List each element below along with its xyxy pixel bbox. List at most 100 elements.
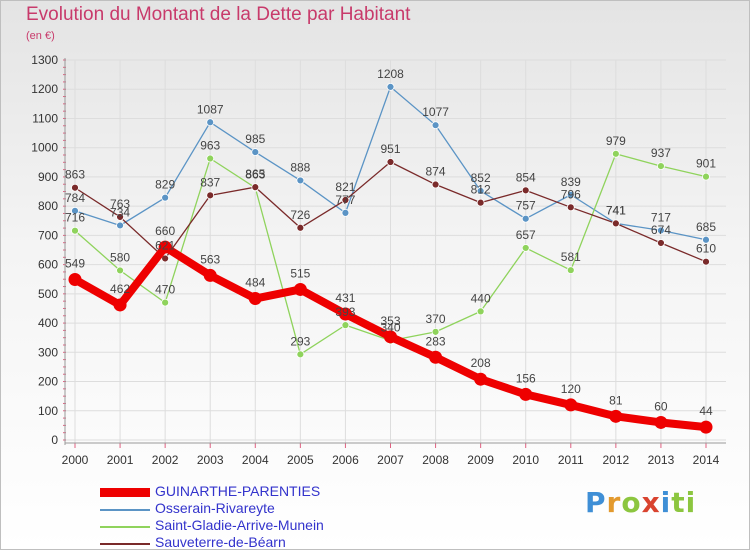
data-label: 610 bbox=[696, 242, 716, 256]
data-label: 44 bbox=[699, 404, 713, 418]
data-label: 985 bbox=[245, 132, 265, 146]
logo-letter: r bbox=[606, 486, 622, 519]
data-label: 580 bbox=[110, 250, 130, 264]
data-point bbox=[158, 240, 172, 254]
data-label: 784 bbox=[65, 191, 85, 205]
data-label: 81 bbox=[609, 393, 623, 407]
data-label: 581 bbox=[561, 250, 581, 264]
data-label: 283 bbox=[426, 334, 446, 348]
logo-letter: o bbox=[621, 486, 642, 519]
data-label: 763 bbox=[110, 197, 130, 211]
data-point bbox=[338, 307, 352, 321]
data-point bbox=[161, 298, 170, 307]
logo-letter: P bbox=[585, 486, 607, 519]
x-tick-label: 2008 bbox=[422, 453, 449, 467]
data-point bbox=[519, 387, 533, 401]
x-tick-label: 2002 bbox=[152, 453, 179, 467]
data-point bbox=[521, 244, 530, 252]
chart-unit: (en €) bbox=[26, 30, 55, 42]
data-point bbox=[521, 214, 530, 223]
data-point bbox=[161, 193, 170, 202]
data-point bbox=[657, 162, 665, 171]
y-tick-label: 400 bbox=[38, 316, 58, 330]
data-label: 685 bbox=[696, 220, 716, 234]
data-point bbox=[702, 172, 710, 181]
legend-label: Sauveterre-de-Béarn bbox=[155, 534, 286, 550]
series-lines bbox=[68, 82, 713, 434]
data-label: 874 bbox=[426, 165, 446, 179]
y-tick-label: 1000 bbox=[31, 141, 58, 155]
y-tick-label: 1200 bbox=[31, 82, 58, 96]
data-label: 657 bbox=[516, 228, 536, 242]
data-label: 839 bbox=[561, 175, 581, 189]
data-point bbox=[71, 226, 79, 235]
data-point bbox=[699, 420, 713, 434]
data-point bbox=[116, 221, 124, 230]
data-label: 963 bbox=[200, 139, 220, 153]
x-tick-label: 2013 bbox=[648, 453, 675, 467]
x-tick-label: 2011 bbox=[558, 453, 584, 467]
legend-swatch bbox=[100, 509, 150, 511]
data-label: 156 bbox=[516, 371, 536, 385]
data-point bbox=[431, 121, 440, 130]
data-label: 829 bbox=[155, 178, 175, 192]
legend-label: Saint-Gladie-Arrive-Munein bbox=[155, 517, 324, 533]
data-label: 208 bbox=[471, 356, 491, 370]
chart-title: Evolution du Montant de la Dette par Hab… bbox=[26, 4, 411, 25]
data-point bbox=[293, 282, 307, 296]
data-point bbox=[251, 183, 260, 192]
data-label: 370 bbox=[426, 312, 446, 326]
data-point bbox=[657, 239, 665, 247]
data-point bbox=[251, 148, 260, 156]
data-label: 888 bbox=[290, 160, 310, 174]
data-point bbox=[386, 82, 395, 91]
data-point bbox=[702, 257, 710, 266]
logo-letter: x bbox=[641, 486, 661, 519]
data-label: 741 bbox=[606, 203, 626, 217]
data-point bbox=[161, 254, 170, 263]
data-point bbox=[248, 292, 262, 306]
data-point bbox=[341, 208, 350, 217]
data-label: 777 bbox=[335, 193, 355, 207]
data-label: 757 bbox=[516, 199, 536, 213]
data-label: 901 bbox=[696, 157, 716, 171]
x-tick-label: 2001 bbox=[107, 453, 134, 467]
data-point bbox=[296, 350, 305, 359]
data-label: 821 bbox=[335, 180, 355, 194]
x-tick-label: 2003 bbox=[197, 453, 224, 467]
data-label: 549 bbox=[65, 257, 85, 271]
data-label: 393 bbox=[335, 305, 355, 319]
data-label: 734 bbox=[110, 205, 130, 219]
legend-label: Osserain-Rivareyte bbox=[155, 500, 275, 516]
data-label: 865 bbox=[245, 167, 265, 181]
data-label: 1087 bbox=[197, 102, 224, 116]
data-point bbox=[476, 307, 485, 316]
data-label: 741 bbox=[606, 203, 626, 217]
data-point bbox=[206, 118, 215, 127]
data-point bbox=[566, 266, 575, 275]
data-point bbox=[654, 415, 668, 429]
data-label: 353 bbox=[380, 314, 400, 328]
y-tick-label: 800 bbox=[38, 199, 58, 213]
data-label: 951 bbox=[380, 142, 400, 156]
data-label: 563 bbox=[200, 252, 220, 266]
x-tick-label: 2012 bbox=[603, 453, 630, 467]
data-point bbox=[296, 176, 305, 185]
data-point bbox=[71, 206, 79, 215]
data-label: 863 bbox=[245, 168, 265, 182]
data-point bbox=[206, 191, 215, 200]
y-tick-label: 600 bbox=[38, 258, 58, 272]
data-label: 812 bbox=[471, 183, 491, 197]
data-point bbox=[203, 268, 217, 282]
data-point bbox=[71, 183, 79, 192]
proxiti-logo: Proxiti bbox=[585, 486, 696, 519]
logo-letter: i bbox=[660, 486, 672, 519]
data-point bbox=[431, 180, 440, 189]
x-tick-label: 2007 bbox=[377, 453, 404, 467]
data-label: 340 bbox=[380, 321, 400, 335]
data-label: 462 bbox=[110, 282, 130, 296]
data-point bbox=[609, 409, 623, 423]
data-label: 979 bbox=[606, 134, 626, 148]
data-point bbox=[611, 219, 620, 228]
data-label: 726 bbox=[290, 208, 310, 222]
